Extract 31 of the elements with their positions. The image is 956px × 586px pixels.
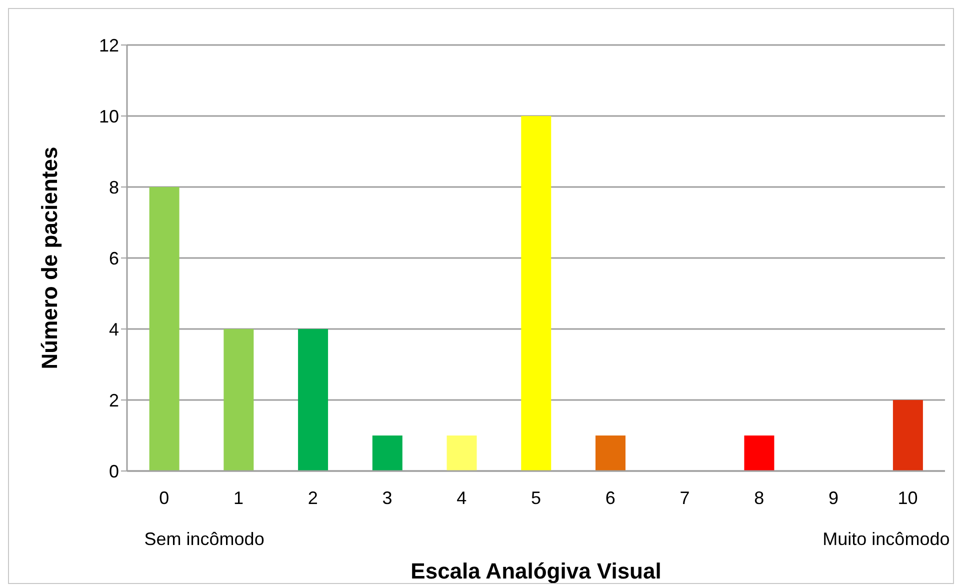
bar (372, 436, 402, 471)
y-axis-title: Número de pacientes (36, 146, 62, 370)
x-tick-label: 8 (754, 488, 764, 508)
x-tick-label: 5 (530, 488, 542, 508)
y-tick-label: 0 (108, 461, 119, 482)
x-tick-label: 9 (828, 488, 838, 508)
bar (446, 436, 477, 471)
text: Sem incômodo (144, 529, 264, 550)
x-tick-label: 1 (234, 488, 244, 508)
x-tick-label: 6 (605, 488, 616, 508)
x-tick-label: 4 (456, 488, 467, 508)
bar (595, 436, 626, 471)
bar (224, 329, 254, 471)
y-tick-label: 2 (108, 390, 119, 410)
y-tick-label: 8 (108, 177, 119, 198)
y-tick-label: 10 (98, 106, 119, 126)
x-tick-label: 2 (308, 488, 318, 508)
x-tick-label: 7 (680, 488, 690, 508)
bar (744, 436, 774, 471)
text: Muito incômodo (822, 529, 950, 550)
y-tick-label: 12 (98, 35, 119, 56)
x-axis-title: Escala Analógiva Visual (410, 558, 662, 584)
x-tick-label: 10 (898, 488, 918, 508)
x-tick-label: 3 (382, 488, 392, 508)
bar (892, 400, 923, 471)
y-tick-label: 4 (108, 319, 119, 340)
y-tick-label: 6 (108, 248, 119, 268)
bar (149, 187, 180, 471)
bar (521, 116, 552, 471)
bar (298, 329, 328, 471)
x-tick-label: 0 (159, 488, 170, 508)
